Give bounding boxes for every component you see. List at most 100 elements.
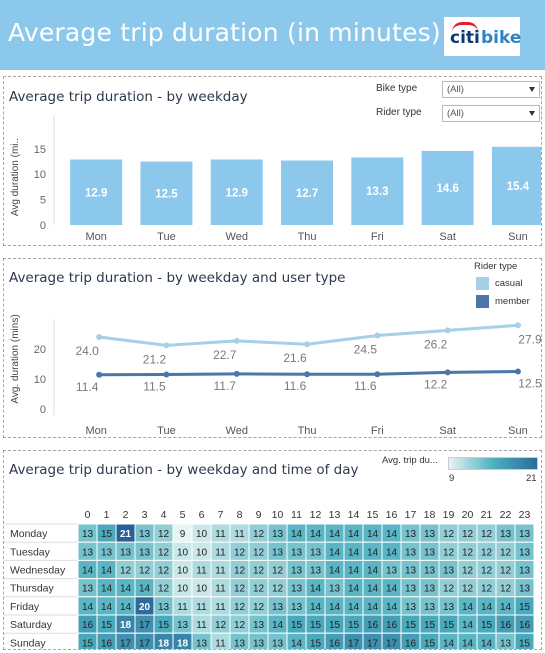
series-data-label: 12.5 [518, 377, 541, 391]
user-type-panel: Average trip duration - by weekday and u… [3, 258, 542, 438]
heatmap-cell-label: 12 [215, 620, 227, 631]
heatmap-cell-label: 15 [310, 620, 322, 631]
heatmap-cell-label: 11 [196, 620, 207, 631]
heatmap-cell-label: 12 [253, 584, 265, 595]
heatmap-cell-label: 14 [120, 584, 132, 595]
heatmap-row-label: Monday [10, 528, 48, 540]
heatmap-cell-label: 16 [405, 638, 417, 649]
heatmap-column-label: 14 [348, 509, 360, 521]
heatmap-cell-label: 12 [234, 602, 246, 613]
bar-y-tick-label: 15 [34, 144, 46, 156]
rider-type-select[interactable]: (All) [442, 105, 540, 122]
heatmap-cell-label: 11 [215, 638, 226, 649]
heatmap-cell-label: 12 [500, 547, 512, 558]
heatmap-cell-label: 15 [329, 620, 341, 631]
heatmap-cell-label: 14 [348, 584, 360, 595]
bike-type-select[interactable]: (All) [442, 81, 540, 98]
heatmap-cell-label: 12 [158, 529, 170, 540]
heatmap-cell-label: 13 [272, 529, 284, 540]
weekday-panel: Average trip duration - by weekday Bike … [3, 76, 542, 246]
heatmap-cell-label: 13 [272, 602, 284, 613]
bar-x-tick-label: Wed [226, 231, 248, 243]
heatmap-cell-label: 14 [462, 620, 474, 631]
heatmap-cell-label: 15 [158, 620, 170, 631]
weekday-panel-title: Average trip duration - by weekday [9, 89, 248, 105]
weekday-bar-chart: Avg duration (mi.. 0 5 10 15 12.9 Mon 12.5 Tue 12… [10, 115, 541, 243]
citibike-logo: citi bike [444, 17, 521, 56]
heatmap-cell-label: 12 [443, 584, 455, 595]
heatmap-cell-label: 10 [196, 547, 208, 558]
line-x-tick-label: Sun [508, 425, 528, 437]
line-x-tick-label: Tue [157, 425, 176, 437]
heatmap-cell-label: 16 [500, 620, 512, 631]
heatmap-cell-label: 12 [272, 566, 284, 577]
bar-data-label: 12.5 [155, 188, 178, 200]
heatmap-column-label: 18 [424, 509, 436, 521]
heatmap-cell-label: 12 [443, 529, 455, 540]
heatmap-cell-label: 9 [180, 529, 186, 540]
heatmap-legend-min: 9 [449, 473, 455, 484]
bar-x-tick-label: Tue [157, 231, 176, 243]
bar-data-label: 12.9 [226, 187, 248, 199]
heatmap-cell-label: 13 [443, 566, 455, 577]
heatmap-cell-label: 12 [158, 584, 170, 595]
heatmap-column-label: 12 [310, 509, 322, 521]
time-of-day-heatmap: 0 1 2 3 4 5 6 7 8 9 10 11 12 13 14 15 16 17 18 19 20 21 22 23Mo… [4, 509, 535, 649]
heatmap-cell-label: 11 [215, 547, 226, 558]
heatmap-cell-label: 14 [291, 529, 303, 540]
heatmap-cell-label: 16 [367, 620, 379, 631]
heatmap-column-label: 19 [443, 509, 455, 521]
bar [351, 157, 404, 225]
chevron-down-icon [529, 87, 535, 92]
heatmap-cell-label: 17 [386, 638, 398, 649]
heatmap-cell-label: 16 [519, 620, 531, 631]
heatmap-column-label: 8 [237, 509, 243, 521]
series-point-member [163, 371, 170, 378]
heatmap-cell-label: 14 [310, 584, 322, 595]
series-point-member [514, 368, 521, 375]
heatmap-cell-label: 16 [329, 638, 341, 649]
heatmap-cell-label: 14 [462, 638, 474, 649]
series-data-label: 12.2 [424, 377, 448, 391]
bar [210, 159, 263, 225]
heatmap-cell-label: 17 [139, 638, 151, 649]
bar-x-tick-label: Sat [439, 231, 456, 243]
heatmap-cell-label: 13 [519, 584, 531, 595]
heatmap-cell-label: 12 [462, 547, 474, 558]
heatmap-cell-label: 12 [234, 620, 246, 631]
time-of-day-panel: Average trip duration - by weekday and t… [3, 450, 542, 650]
heatmap-column-label: 16 [386, 509, 398, 521]
series-point-casual [444, 327, 451, 334]
heatmap-cell-label: 13 [405, 529, 417, 540]
heatmap-cell-label: 12 [462, 584, 474, 595]
heatmap-column-label: 13 [329, 509, 341, 521]
heatmap-column-label: 15 [367, 509, 379, 521]
heatmap-cell-label: 15 [348, 620, 360, 631]
line-x-tick-label: Sat [439, 425, 456, 437]
heatmap-cell-label: 16 [386, 620, 398, 631]
series-data-label: 22.7 [213, 348, 237, 362]
heatmap-column-label: 17 [405, 509, 417, 521]
series-point-casual [374, 332, 381, 339]
heatmap-cell-label: 12 [234, 584, 246, 595]
member-legend-swatch[interactable] [476, 295, 489, 308]
user-type-line-chart: Avg. duration (mins) 0 10 20 24.0 21.2 22.7 21.… [10, 314, 541, 437]
heatmap-cell-label: 13 [424, 566, 436, 577]
heatmap-cell-label: 18 [120, 620, 132, 631]
bar-y-tick-label: 0 [40, 220, 46, 232]
series-data-label: 24.5 [354, 343, 378, 357]
heatmap-cell-label: 17 [139, 620, 151, 631]
line-x-tick-label: Fri [371, 425, 384, 437]
casual-legend-swatch[interactable] [476, 277, 489, 290]
heatmap-cell-label: 13 [253, 620, 265, 631]
heatmap-cell-label: 15 [443, 620, 455, 631]
heatmap-cell-label: 13 [291, 566, 303, 577]
heatmap-cell-label: 13 [500, 529, 512, 540]
member-legend-label: member [495, 296, 530, 307]
heatmap-cell-label: 13 [177, 620, 189, 631]
heatmap-cell-label: 13 [405, 602, 417, 613]
heatmap-cell-label: 11 [215, 584, 226, 595]
series-point-casual [233, 337, 240, 344]
heatmap-cell-label: 13 [405, 566, 417, 577]
heatmap-row-label: Sunday [10, 637, 46, 649]
